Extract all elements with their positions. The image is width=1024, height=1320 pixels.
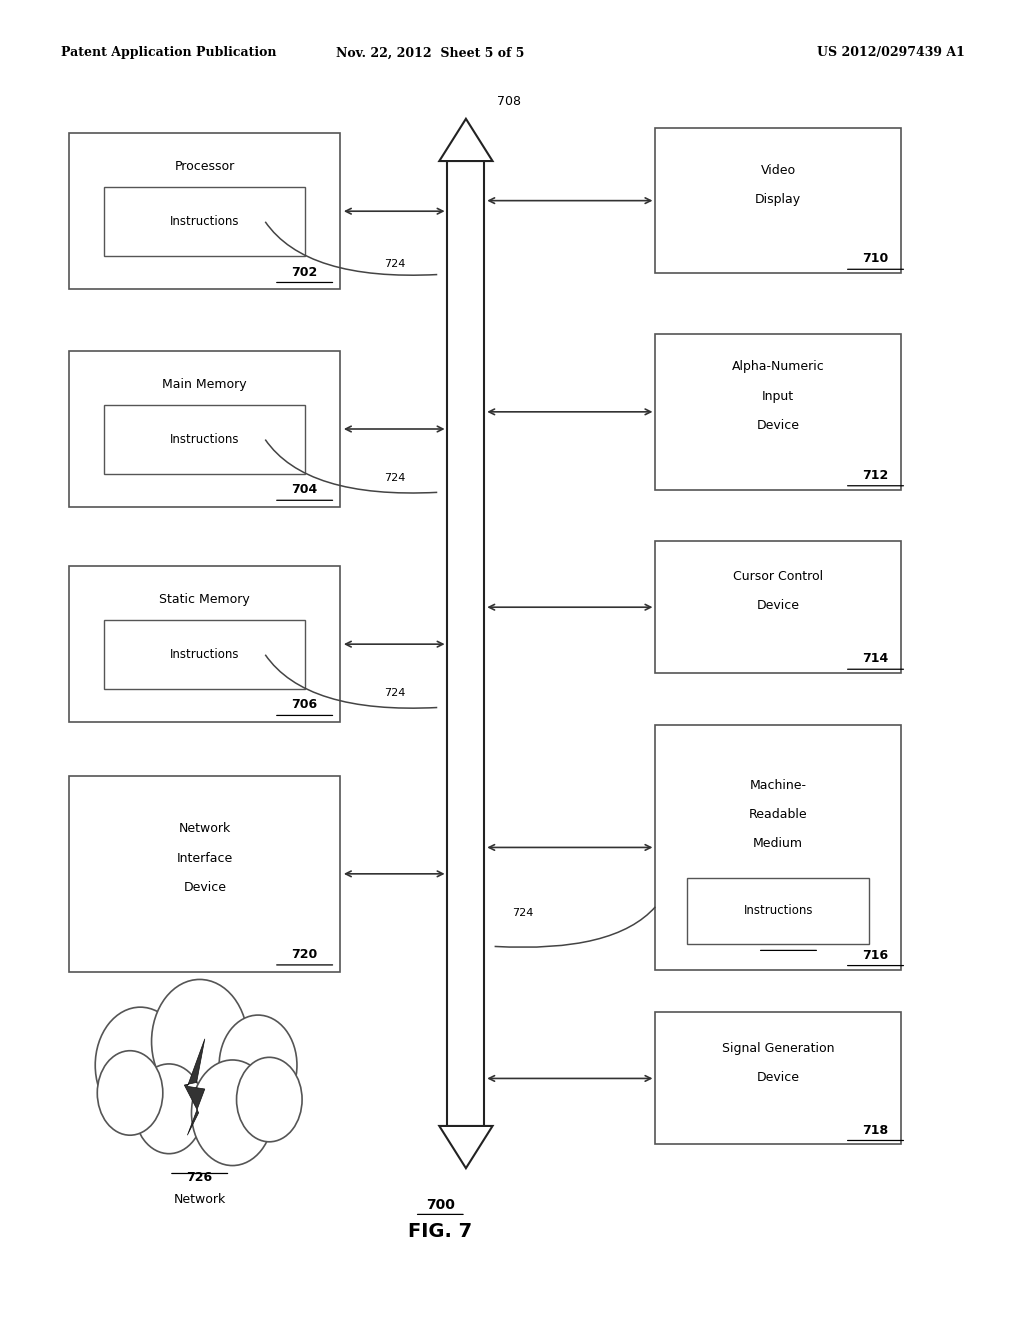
Text: 724: 724	[512, 908, 534, 919]
Text: FIG. 7: FIG. 7	[409, 1222, 472, 1241]
Text: Device: Device	[757, 599, 800, 612]
Text: Main Memory: Main Memory	[163, 378, 247, 391]
Bar	[655, 1012, 901, 1144]
Circle shape	[219, 1015, 297, 1115]
Text: Network: Network	[173, 1193, 226, 1206]
Text: Device: Device	[183, 880, 226, 894]
Circle shape	[237, 1057, 302, 1142]
Bar	[70, 133, 340, 289]
Text: 714: 714	[862, 652, 889, 665]
Circle shape	[134, 1064, 204, 1154]
Text: Video: Video	[761, 164, 796, 177]
Bar	[104, 405, 305, 474]
Text: 716: 716	[862, 949, 889, 961]
Text: Instructions: Instructions	[170, 215, 240, 228]
Text: Interface: Interface	[177, 851, 232, 865]
Polygon shape	[184, 1039, 205, 1135]
Bar	[70, 351, 340, 507]
Text: 722: 722	[775, 933, 802, 946]
Text: Machine-: Machine-	[750, 779, 807, 792]
Text: Processor: Processor	[175, 160, 234, 173]
Circle shape	[95, 1007, 185, 1123]
Circle shape	[191, 1060, 273, 1166]
Text: 720: 720	[292, 948, 317, 961]
FancyArrow shape	[439, 1126, 493, 1168]
FancyArrow shape	[439, 119, 493, 161]
Text: Medium: Medium	[754, 837, 803, 850]
Bar	[70, 776, 340, 972]
Text: 726: 726	[186, 1171, 213, 1184]
Bar	[104, 620, 305, 689]
Bar	[687, 878, 869, 944]
Text: US 2012/0297439 A1: US 2012/0297439 A1	[817, 46, 965, 59]
Text: 704: 704	[292, 483, 317, 496]
Text: Patent Application Publication: Patent Application Publication	[61, 46, 276, 59]
Bar	[655, 128, 901, 273]
Text: Input: Input	[762, 389, 795, 403]
Text: Cursor Control: Cursor Control	[733, 570, 823, 583]
Bar	[655, 334, 901, 490]
Text: 712: 712	[862, 469, 889, 482]
Circle shape	[97, 1051, 163, 1135]
Bar	[104, 187, 305, 256]
Text: Instructions: Instructions	[743, 904, 813, 917]
Text: 710: 710	[862, 252, 889, 265]
Text: Display: Display	[755, 193, 802, 206]
Text: 706: 706	[292, 698, 317, 711]
Text: 724: 724	[384, 259, 406, 269]
Circle shape	[152, 979, 248, 1104]
Text: Readable: Readable	[749, 808, 808, 821]
Text: Alpha-Numeric: Alpha-Numeric	[732, 360, 824, 374]
Text: 702: 702	[292, 265, 317, 279]
Text: Nov. 22, 2012  Sheet 5 of 5: Nov. 22, 2012 Sheet 5 of 5	[336, 46, 524, 59]
Text: Instructions: Instructions	[170, 648, 240, 661]
Text: 718: 718	[862, 1123, 889, 1137]
Text: Device: Device	[757, 1071, 800, 1084]
Text: 708: 708	[497, 95, 520, 108]
Bar	[655, 726, 901, 969]
Bar	[70, 566, 340, 722]
Text: 724: 724	[384, 473, 406, 483]
Text: Device: Device	[757, 418, 800, 432]
Text: Instructions: Instructions	[170, 433, 240, 446]
Text: 724: 724	[384, 688, 406, 698]
Text: Static Memory: Static Memory	[160, 593, 250, 606]
Text: 700: 700	[426, 1197, 455, 1212]
Bar	[655, 541, 901, 673]
Text: Network: Network	[178, 822, 231, 836]
Text: Signal Generation: Signal Generation	[722, 1041, 835, 1055]
Bar	[447, 161, 484, 1126]
